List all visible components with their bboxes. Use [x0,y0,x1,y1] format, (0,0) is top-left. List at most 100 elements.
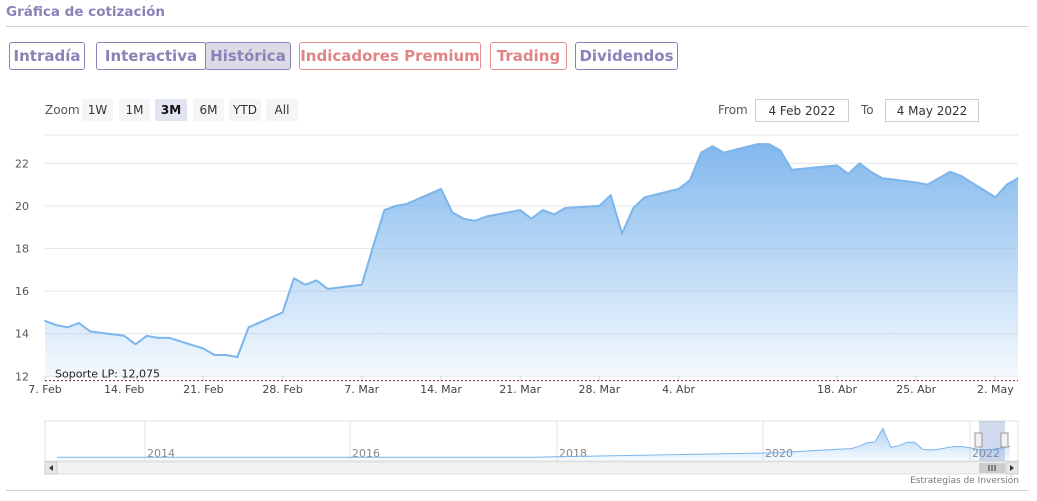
zoom-3m-button[interactable]: 3M [155,99,187,121]
x-tick-label: 7. Feb [28,383,61,396]
zoom-ytd-button[interactable]: YTD [229,99,261,121]
data-point [858,162,861,165]
navigator-handle-left [974,432,983,448]
data-point [394,205,397,207]
x-tick-label: 14. Feb [104,383,144,396]
zoom-1m-button[interactable]: 1M [119,99,150,121]
data-point [643,196,646,199]
zoom-label: Zoom [45,103,80,117]
data-point [225,354,227,356]
data-point [881,177,883,179]
data-point [689,179,691,182]
from-date-input[interactable]: 4 Feb 2022 [755,99,849,122]
zoom-6m-button[interactable]: 6M [193,99,224,121]
scroll-left-arrow-icon [49,465,53,471]
title-divider [6,26,1028,27]
data-point [564,207,567,209]
data-point [621,232,623,235]
data-point [915,181,917,184]
data-point [89,330,92,333]
data-point [474,220,476,222]
data-point [372,245,374,248]
data-point [847,173,850,175]
tab-dividendos[interactable]: Dividendos [575,42,678,70]
data-point [134,343,137,346]
navigator-handle-right [1000,432,1009,448]
data-point [926,183,929,186]
x-tick-label: 28. Mar [579,383,621,396]
data-point [44,320,46,322]
data-point [485,215,488,218]
navigator-line [57,427,1011,458]
x-tick-label: 28. Feb [262,383,302,396]
data-point [406,203,408,205]
data-point [530,217,533,220]
data-point [553,213,555,216]
data-point [462,217,465,220]
data-point [123,335,125,337]
data-point [281,311,284,314]
to-date-input[interactable]: 4 May 2022 [885,99,979,122]
y-tick-label: 14 [15,328,29,341]
x-tick-label: 21. Feb [183,383,223,396]
data-point [779,149,782,152]
y-tick-label: 18 [15,242,29,255]
data-point [55,324,58,326]
series-area [45,144,1018,376]
tab-indicadores-premium[interactable]: Indicadores Premium [299,42,481,70]
x-tick-label: 25. Abr [896,383,936,396]
data-point [315,279,318,282]
tab-intradia[interactable]: Intradía [9,42,85,70]
data-point [870,171,872,173]
tab-interactiva[interactable]: Interactiva [96,42,206,70]
x-tick-label: 7. Mar [344,383,379,396]
x-tick-label: 18. Abr [817,383,857,396]
data-point [1017,177,1019,179]
scrollbar-track [44,461,1019,475]
zoom-1w-button[interactable]: 1W [82,99,113,121]
data-point [304,283,307,286]
data-point [168,337,171,339]
data-point [202,347,205,350]
data-point [949,171,951,173]
data-point [146,335,148,337]
data-point [519,209,521,211]
data-point [293,277,295,280]
data-point [327,288,329,290]
x-tick-label: 21. Mar [499,383,541,396]
data-point [247,326,250,329]
tab-trading[interactable]: Trading [490,42,567,70]
data-point [66,326,69,329]
data-point [790,168,793,171]
data-point [383,209,386,211]
x-tick-label: 4. Abr [662,383,695,396]
support-label: Soporte LP: 12,075 [55,368,160,381]
x-tick-label: 14. Mar [420,383,462,396]
data-point [768,143,770,145]
data-point [757,143,759,145]
data-point [542,209,544,211]
scroll-right-arrow-icon [1010,465,1014,471]
series-line [44,143,1019,359]
navigator-area [57,428,1010,461]
y-tick-label: 22 [15,157,29,170]
zoom-all-button[interactable]: All [266,99,298,121]
data-point [1005,183,1008,186]
data-point [157,337,159,339]
tab-historica[interactable]: Histórica [205,42,291,70]
page-title: Gráfica de cotización [6,4,166,20]
data-point [723,151,725,154]
data-point [677,188,680,190]
data-point [711,145,714,148]
data-point [451,211,454,214]
bottom-divider [6,490,1028,491]
data-point [440,188,442,190]
data-point [78,322,80,324]
from-label: From [718,103,748,117]
data-point [632,207,635,209]
y-tick-label: 20 [15,200,29,213]
x-tick-label: 2. May [977,383,1014,396]
data-point [938,177,940,179]
data-point [598,205,601,207]
